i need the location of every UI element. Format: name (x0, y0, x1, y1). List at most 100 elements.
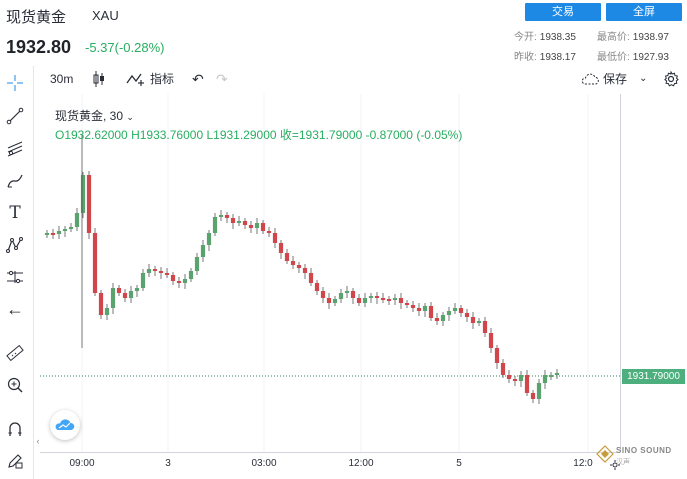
candle-body (296, 265, 302, 268)
candle-body (314, 283, 320, 291)
price-scale[interactable] (620, 94, 687, 452)
cloud-icon[interactable] (580, 66, 602, 92)
candle-body (320, 291, 326, 298)
legend-title-text: 现货黄金, 30 (55, 109, 124, 123)
time-scale-settings-icon[interactable] (609, 459, 621, 471)
candle-body (302, 268, 308, 273)
pencil-lock-icon[interactable] (4, 450, 26, 472)
time-tick: 3 (165, 458, 171, 469)
prediction-icon[interactable] (4, 266, 26, 288)
candle-body (266, 231, 272, 233)
candle-body (308, 273, 314, 283)
candle-body (134, 288, 140, 291)
candle-body (218, 215, 224, 217)
candle-body (140, 273, 146, 288)
candle-body (92, 233, 98, 293)
time-tick: 03:00 (251, 458, 277, 469)
stat-prev-value: 1938.17 (539, 52, 576, 63)
candle-body (200, 245, 206, 257)
stat-open: 今开: 1938.35 (514, 28, 576, 43)
candle-body (164, 273, 170, 275)
stat-high-label: 最高价: (597, 32, 630, 43)
candle-body (542, 375, 548, 383)
zoom-in-icon[interactable] (4, 374, 26, 396)
trend-line-icon[interactable] (4, 105, 26, 127)
instrument-name: 现货黄金 (6, 9, 67, 26)
candle-body (44, 233, 50, 235)
candle-body (122, 293, 128, 298)
candle-body (524, 375, 530, 393)
stat-high: 最高价: 1938.97 (597, 28, 669, 43)
chevron-down-icon[interactable]: ⌄ (639, 73, 648, 84)
candle-body (98, 293, 104, 315)
stat-high-value: 1938.97 (632, 32, 669, 43)
candle-body (290, 261, 296, 265)
text-tool-icon[interactable]: T (9, 203, 21, 223)
trade-button[interactable]: 交易 (525, 3, 601, 21)
candlestick-chart[interactable] (40, 94, 620, 452)
candle-body (476, 321, 482, 323)
candle-body (536, 383, 542, 399)
candle-type-icon[interactable] (92, 66, 108, 92)
chart-toolbar: 30m 指标 ↶ ↷ 保存 ⌄ (40, 66, 687, 92)
candle-body (410, 305, 416, 308)
candle-body (332, 299, 338, 303)
legend-ohlc: O1932.62000 H1933.76000 L1931.29000 收=19… (55, 128, 463, 142)
candle-body (368, 296, 374, 298)
candle-body (434, 318, 440, 321)
candle-body (458, 308, 464, 313)
candle-body (356, 298, 362, 303)
candle-body (398, 298, 404, 303)
candle-body (416, 308, 422, 311)
fullscreen-button[interactable]: 全屏 (606, 3, 682, 21)
scroll-left-button[interactable]: ‹ (36, 436, 40, 446)
drawing-toolbar: T ← (0, 66, 34, 479)
chart-logo[interactable] (50, 410, 80, 440)
candle-body (500, 363, 506, 375)
redo-icon[interactable]: ↷ (216, 71, 228, 87)
candle-body (386, 299, 392, 301)
candle-body (248, 225, 254, 228)
gear-icon[interactable] (663, 66, 681, 92)
pattern-icon[interactable] (4, 234, 26, 256)
stat-prev-label: 昨收: (514, 52, 537, 63)
candle-body (326, 298, 332, 303)
undo-icon[interactable]: ↶ (192, 71, 204, 87)
candle-body (224, 215, 230, 218)
arrow-left-icon[interactable]: ← (6, 298, 24, 319)
time-scale[interactable] (40, 452, 620, 479)
save-button[interactable]: 保存 (603, 72, 628, 86)
time-tick: 09:00 (69, 458, 95, 469)
time-tick: 12:00 (348, 458, 374, 469)
current-price: 1932.80 (6, 37, 72, 57)
candle-body (236, 221, 242, 223)
legend-title: 现货黄金, 30 ⌄ (55, 107, 134, 124)
candle-body (506, 375, 512, 379)
candle-body (50, 233, 56, 235)
candle-body (482, 321, 488, 333)
fib-tool-icon[interactable] (4, 138, 26, 160)
candle-body (440, 315, 446, 321)
interval-selector[interactable]: 30m (50, 72, 74, 86)
stat-prev-close: 昨收: 1938.17 (514, 48, 576, 63)
magnet-icon[interactable] (4, 418, 26, 440)
stat-low-value: 1927.93 (632, 52, 669, 63)
instrument-symbol: XAU (92, 8, 119, 23)
candle-body (488, 333, 494, 348)
candle-body (344, 291, 350, 293)
ruler-icon[interactable] (4, 342, 26, 364)
candle-body (230, 218, 236, 223)
indicators-button[interactable]: 指标 (150, 72, 175, 86)
candle-body (194, 257, 200, 271)
candle-body (470, 317, 476, 323)
price-change: -5.37(-0.28%) (85, 40, 165, 55)
candle-body (548, 375, 554, 377)
candle-body (422, 306, 428, 311)
brush-icon[interactable] (4, 170, 26, 192)
candle-body (104, 308, 110, 315)
crosshair-icon[interactable] (4, 72, 26, 94)
time-tick: 5 (456, 458, 462, 469)
candle-body (554, 373, 560, 375)
chevron-down-icon[interactable]: ⌄ (126, 112, 134, 122)
indicator-icon[interactable] (126, 66, 146, 92)
